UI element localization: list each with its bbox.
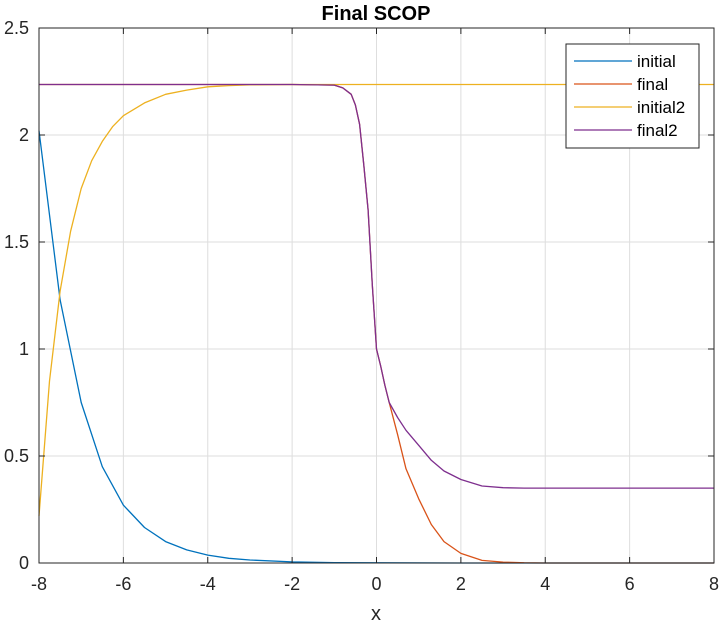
y-tick-label: 0: [19, 553, 29, 573]
series-line-final2: [39, 83, 714, 489]
legend: initial final initial2 final2: [565, 43, 700, 149]
legend-label-initial: initial: [637, 52, 676, 71]
x-tick-label: -6: [115, 574, 131, 594]
x-tick-label: 6: [625, 574, 635, 594]
y-tick-label: 1: [19, 339, 29, 359]
x-axis-label: x: [371, 603, 381, 625]
x-tick-label: -8: [31, 574, 47, 594]
axis-ticks: -8 -6 -4 -2 0 2 4 6 8 0 0.5 1 1.5 2 2.5: [4, 18, 719, 594]
legend-label-initial2: initial2: [637, 98, 685, 117]
legend-label-final2: final2: [637, 121, 678, 140]
x-tick-label: 0: [371, 574, 381, 594]
x-tick-label: -2: [284, 574, 300, 594]
legend-label-final: final: [637, 75, 668, 94]
series-line-initial2: [38, 83, 714, 516]
y-tick-label: 0.5: [4, 446, 29, 466]
x-tick-label: 8: [709, 574, 719, 594]
y-tick-label: 1.5: [4, 232, 29, 252]
x-tick-label: -4: [200, 574, 216, 594]
y-tick-label: 2: [19, 125, 29, 145]
y-tick-label: 2.5: [4, 18, 29, 38]
x-tick-label: 4: [540, 574, 550, 594]
x-tick-label: 2: [456, 574, 466, 594]
legend-box: [565, 43, 700, 149]
chart-title: Final SCOP: [322, 3, 431, 25]
